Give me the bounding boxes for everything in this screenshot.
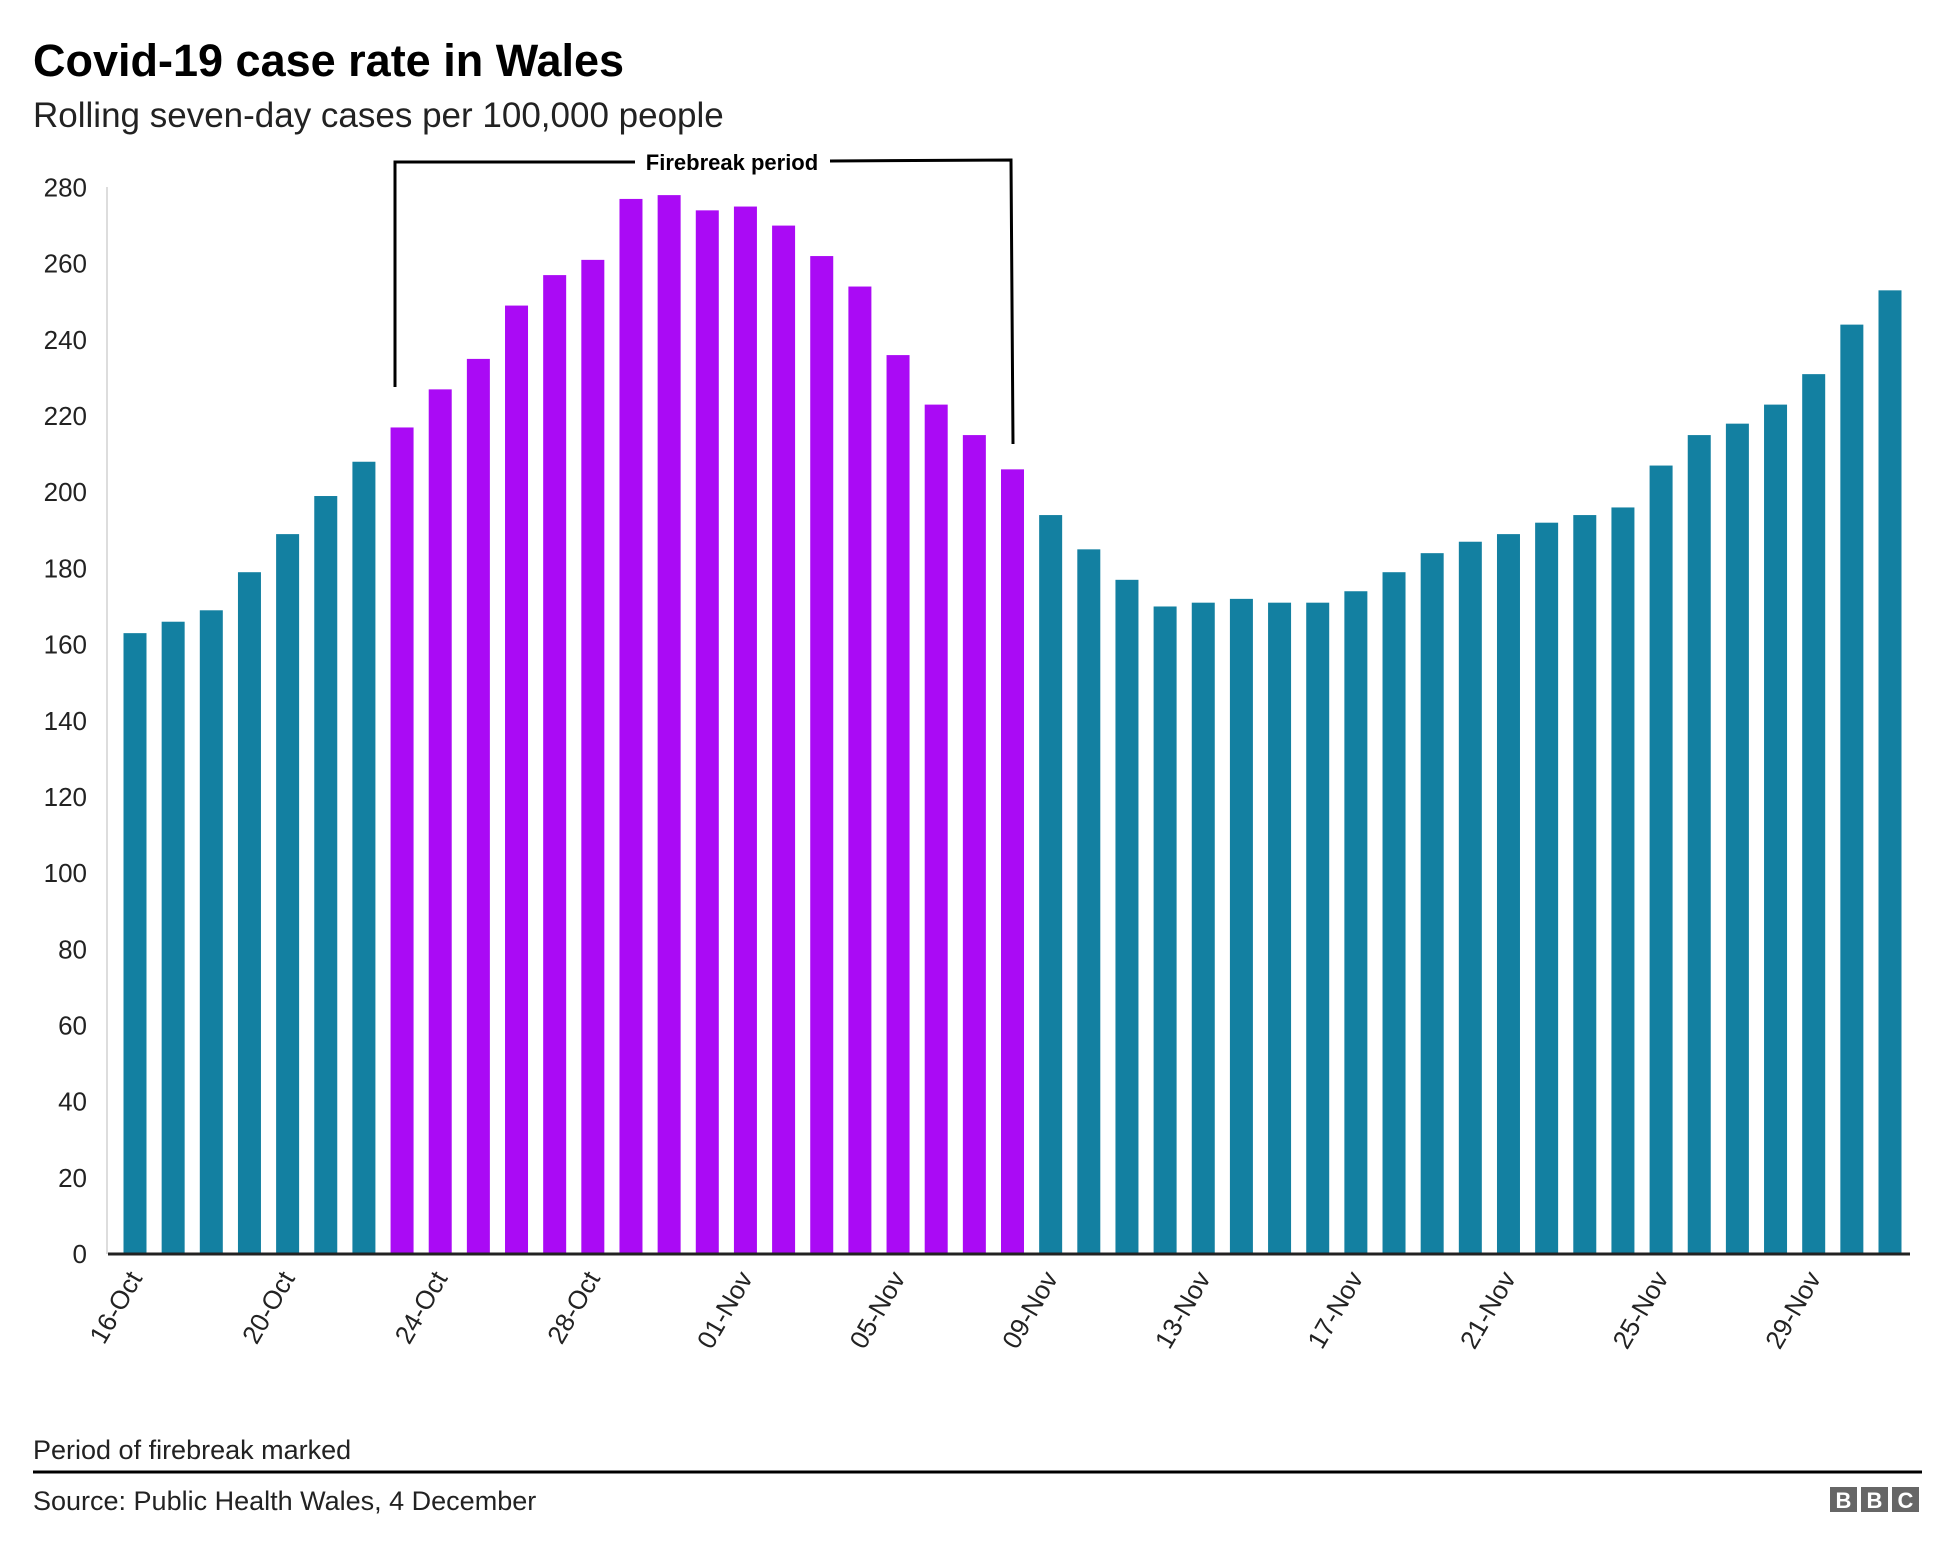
y-tick-label: 20: [58, 1163, 87, 1193]
x-tick-label: 28-Oct: [541, 1265, 606, 1348]
bar-25-Oct: [466, 358, 490, 1254]
bar-23-Oct: [390, 427, 414, 1254]
y-tick-label: 100: [44, 858, 87, 888]
bar-26-Nov: [1687, 435, 1711, 1255]
x-tick-label: 13-Nov: [1149, 1266, 1217, 1354]
firebreak-label: Firebreak period: [646, 150, 818, 175]
bar-02-Nov: [772, 225, 796, 1255]
bar-23-Nov: [1573, 515, 1597, 1254]
bar-18-Nov: [1382, 572, 1406, 1254]
bar-16-Oct: [123, 633, 147, 1254]
x-tick-label: 21-Nov: [1454, 1266, 1522, 1354]
bar-04-Nov: [848, 286, 872, 1255]
y-tick-label: 0: [73, 1239, 87, 1269]
bar-30-Oct: [657, 195, 681, 1254]
bar-24-Oct: [428, 389, 452, 1255]
y-tick-label: 240: [44, 325, 87, 355]
chart-title: Covid-19 case rate in Wales: [33, 35, 624, 86]
y-tick-labels: 0 20 40 60 80 100 120 140 160 180 200 220 240 260 280: [44, 173, 87, 1270]
bar-13-Nov: [1191, 602, 1215, 1254]
bar-11-Nov: [1115, 579, 1139, 1254]
bar-14-Nov: [1229, 598, 1253, 1254]
bar-31-Oct: [695, 210, 719, 1255]
x-tick-label: 01-Nov: [691, 1266, 759, 1354]
bracket-left: [393, 160, 635, 387]
y-tick-label: 120: [44, 782, 87, 812]
x-tick-label: 29-Nov: [1759, 1266, 1827, 1354]
x-tick-label: 25-Nov: [1606, 1266, 1674, 1354]
bar-28-Nov: [1764, 404, 1788, 1255]
y-tick-label: 160: [44, 630, 87, 660]
x-tick-labels: 16-Oct 20-Oct 24-Oct 28-Oct 01-Nov 05-Nov 09-N…: [83, 1265, 1827, 1353]
firebreak-bracket: Firebreak period: [393, 150, 1015, 445]
y-tick-label: 40: [58, 1087, 87, 1117]
bar-01-Nov: [733, 206, 757, 1254]
bar-03-Nov: [810, 256, 834, 1255]
y-tick-label: 80: [58, 934, 87, 964]
x-tick-label: 05-Nov: [843, 1266, 911, 1354]
bars: [123, 195, 1902, 1255]
bbc-logo: B B C: [1830, 1487, 1919, 1513]
bar-27-Nov: [1725, 423, 1749, 1254]
bar-29-Oct: [619, 198, 643, 1255]
bar-22-Oct: [352, 461, 376, 1254]
svg-text:C: C: [1898, 1488, 1914, 1513]
x-tick-label: 16-Oct: [83, 1265, 148, 1348]
footnote: Period of firebreak marked: [33, 1435, 351, 1465]
bar-06-Nov: [924, 404, 948, 1255]
bar-12-Nov: [1153, 606, 1177, 1254]
y-tick-label: 140: [44, 706, 87, 736]
bar-28-Oct: [581, 259, 605, 1254]
x-tick-label: 24-Oct: [388, 1265, 453, 1348]
bracket-right: [829, 158, 1015, 445]
bar-15-Nov: [1268, 602, 1292, 1254]
y-tick-label: 180: [44, 553, 87, 583]
bar-17-Nov: [1344, 591, 1368, 1254]
chart-subtitle: Rolling seven-day cases per 100,000 peop…: [33, 96, 724, 135]
bar-10-Nov: [1077, 549, 1101, 1254]
bar-09-Nov: [1039, 515, 1063, 1254]
bar-24-Nov: [1611, 507, 1635, 1254]
source-text: Source: Public Health Wales, 4 December: [33, 1486, 536, 1516]
bar-19-Nov: [1420, 553, 1444, 1254]
bar-01-Dec: [1878, 290, 1902, 1254]
bar-18-Oct: [199, 610, 223, 1254]
bar-26-Oct: [505, 305, 529, 1254]
y-tick-label: 280: [44, 173, 87, 203]
bar-21-Oct: [314, 496, 338, 1255]
x-tick-label: 09-Nov: [996, 1266, 1064, 1354]
bar-22-Nov: [1535, 522, 1559, 1254]
bar-20-Nov: [1458, 541, 1482, 1254]
bar-08-Nov: [1001, 469, 1024, 1254]
bar-16-Nov: [1306, 602, 1330, 1254]
bar-21-Nov: [1496, 534, 1520, 1254]
bar-25-Nov: [1649, 465, 1673, 1255]
bar-19-Oct: [237, 572, 261, 1254]
bar-20-Oct: [276, 534, 300, 1254]
y-tick-label: 260: [44, 249, 87, 279]
bar-29-Nov: [1802, 374, 1826, 1254]
svg-text:B: B: [1867, 1488, 1883, 1513]
bar-27-Oct: [543, 275, 567, 1254]
bar-05-Nov: [886, 355, 910, 1254]
y-tick-label: 60: [58, 1010, 87, 1040]
bar-17-Oct: [161, 621, 185, 1254]
svg-text:B: B: [1836, 1488, 1852, 1513]
y-tick-label: 200: [44, 477, 87, 507]
bar-30-Nov: [1840, 324, 1864, 1254]
bar-07-Nov: [962, 435, 986, 1255]
y-tick-label: 220: [44, 401, 87, 431]
x-tick-label: 17-Nov: [1301, 1266, 1369, 1354]
x-tick-label: 20-Oct: [236, 1265, 301, 1348]
